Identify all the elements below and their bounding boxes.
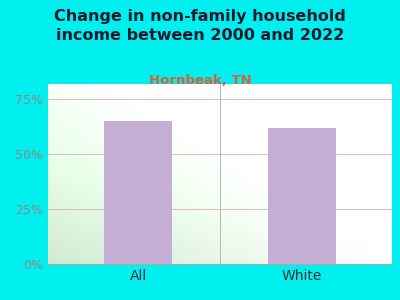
- Text: Hornbeak, TN: Hornbeak, TN: [149, 74, 251, 86]
- Text: Change in non-family household
income between 2000 and 2022: Change in non-family household income be…: [54, 9, 346, 43]
- Bar: [268, 128, 336, 264]
- Bar: [104, 121, 172, 264]
